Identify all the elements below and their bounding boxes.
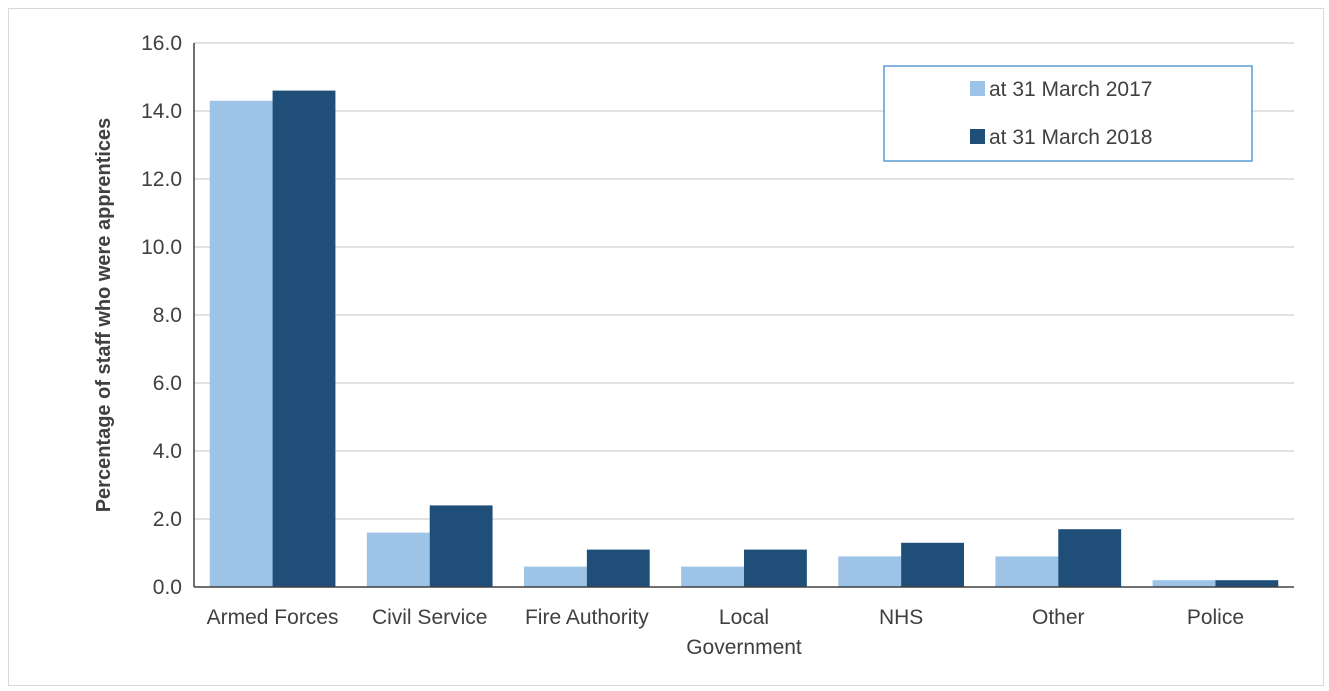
x-tick-label-line: Police: [1187, 606, 1244, 629]
x-tick-label: Fire Authority: [525, 606, 649, 629]
bar-2017: [209, 100, 273, 588]
legend-label-2017: at 31 March 2017: [989, 78, 1152, 101]
y-tick-label: 2.0: [153, 508, 182, 531]
y-tick-label: 0.0: [153, 576, 182, 599]
x-tick-label-line: Fire Authority: [525, 606, 649, 629]
bar-2018: [586, 549, 650, 587]
bar-2018: [429, 505, 493, 587]
y-tick-label: 6.0: [153, 372, 182, 395]
legend-swatch-2017: [970, 81, 985, 96]
x-tick-label-line: Local: [719, 606, 769, 629]
y-tick-label: 14.0: [141, 100, 182, 123]
legend-swatch-2018: [970, 129, 985, 144]
legend-box: [883, 65, 1253, 162]
x-tick-label-line: Armed Forces: [207, 606, 339, 629]
x-tick-label: Police: [1187, 606, 1244, 629]
bar-2017: [681, 566, 744, 587]
y-tick-label: 12.0: [141, 168, 182, 191]
legend: at 31 March 2017 at 31 March 2018: [883, 65, 1253, 162]
x-tick-label-line: Civil Service: [372, 606, 488, 629]
x-tick-label: Local Government: [686, 606, 802, 659]
x-tick-label-line: Other: [1032, 606, 1085, 629]
x-tick-labels: Armed Forces Civil Service Fire Authority L…: [207, 606, 1244, 659]
bar-2018: [744, 549, 807, 587]
bar-2017: [995, 556, 1059, 587]
legend-label-2018: at 31 March 2018: [989, 126, 1152, 149]
x-tick-label: Other: [1032, 606, 1085, 629]
y-tick-label: 16.0: [141, 32, 182, 55]
bar-2018: [1058, 529, 1122, 587]
bar-2017: [366, 532, 430, 587]
bar-2018: [901, 542, 964, 587]
x-tick-label: NHS: [879, 606, 923, 629]
bars: [209, 90, 1279, 588]
y-tick-label: 8.0: [153, 304, 182, 327]
y-tick-label: 4.0: [153, 440, 182, 463]
y-axis-title: Percentage of staff who were apprentices: [93, 118, 115, 513]
x-tick-label-line: Government: [686, 636, 802, 659]
x-tick-label-line: NHS: [879, 606, 923, 629]
x-tick-label: Civil Service: [372, 606, 488, 629]
bar-2017: [1152, 580, 1216, 587]
axes: [193, 43, 1294, 588]
y-tick-labels: 0.0 2.0 4.0 6.0 8.0 10.0 12.0 14.0 16.0: [141, 32, 182, 599]
x-tick-label: Armed Forces: [207, 606, 339, 629]
y-tick-label: 10.0: [141, 236, 182, 259]
bar-2017: [524, 566, 587, 587]
bar-2018: [272, 90, 336, 587]
bar-2018: [1215, 580, 1279, 587]
bar-2017: [838, 556, 902, 587]
